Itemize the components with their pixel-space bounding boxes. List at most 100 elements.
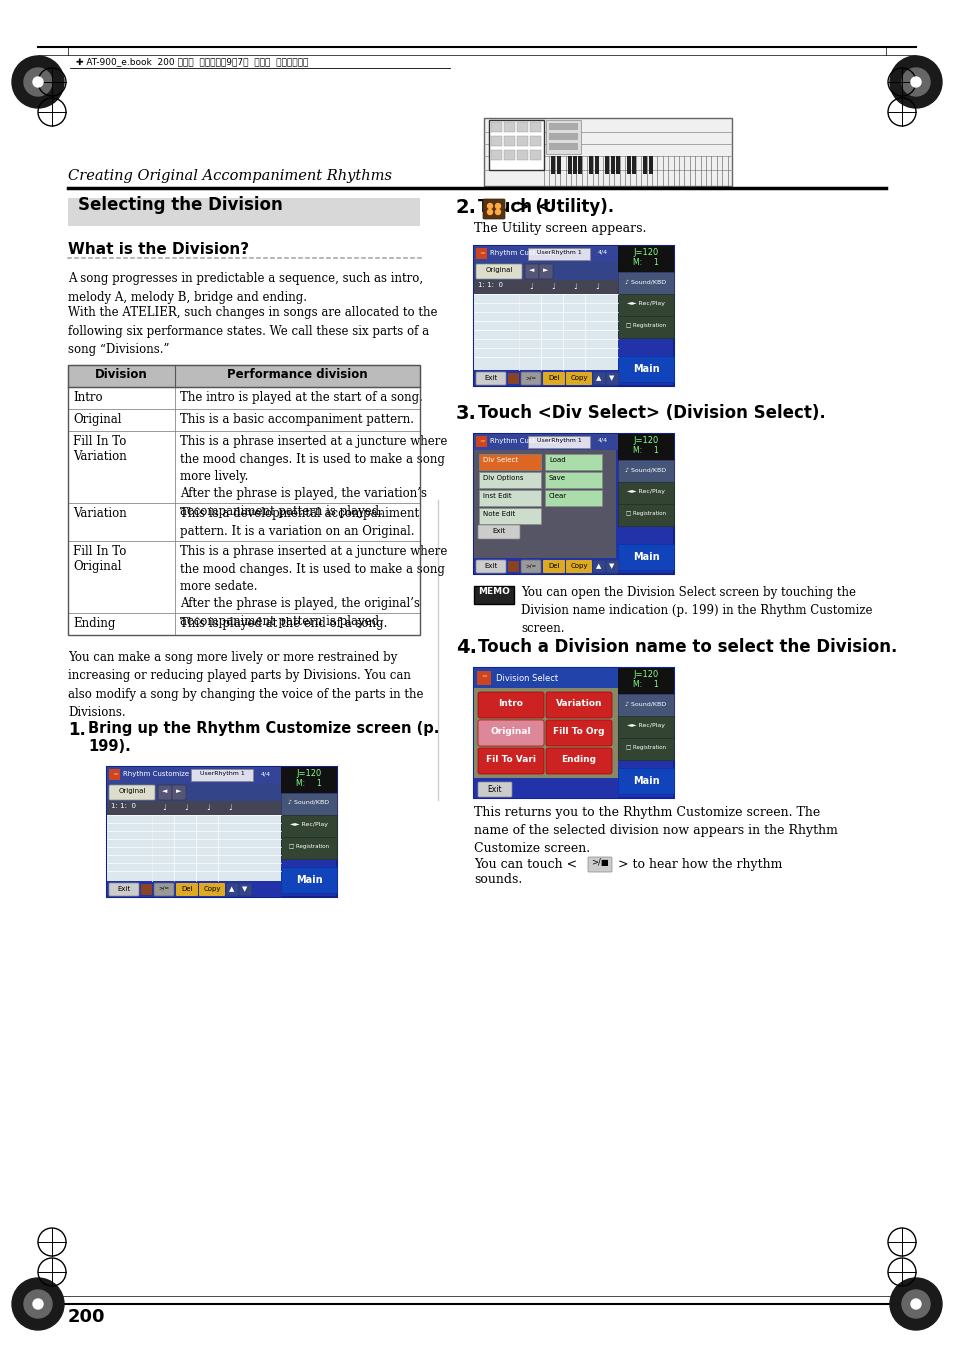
Bar bbox=[107, 784, 281, 801]
Text: Exit: Exit bbox=[484, 563, 497, 569]
Text: M:     1: M: 1 bbox=[295, 780, 321, 788]
Circle shape bbox=[910, 1300, 920, 1309]
FancyBboxPatch shape bbox=[199, 884, 225, 896]
Text: Intro: Intro bbox=[73, 390, 103, 404]
Text: Copy: Copy bbox=[570, 376, 587, 381]
Text: Division Select: Division Select bbox=[496, 674, 558, 684]
Bar bbox=[281, 867, 336, 893]
FancyBboxPatch shape bbox=[605, 561, 618, 573]
Bar bbox=[474, 295, 618, 370]
Bar bbox=[474, 280, 618, 295]
Bar bbox=[491, 150, 501, 159]
Text: >/=: >/= bbox=[158, 886, 170, 892]
FancyBboxPatch shape bbox=[158, 785, 172, 800]
Bar bbox=[618, 357, 673, 382]
Text: > (Utility).: > (Utility). bbox=[510, 199, 614, 216]
FancyBboxPatch shape bbox=[593, 372, 605, 385]
Text: ►: ► bbox=[543, 267, 548, 273]
Text: Fill In To
Original: Fill In To Original bbox=[73, 544, 126, 573]
FancyBboxPatch shape bbox=[478, 471, 540, 488]
Text: 4/4: 4/4 bbox=[598, 250, 607, 255]
Text: >/■: >/■ bbox=[591, 858, 608, 867]
Bar bbox=[618, 482, 673, 504]
Text: Original: Original bbox=[490, 727, 531, 736]
Text: ♪ Sound/KBD: ♪ Sound/KBD bbox=[625, 701, 666, 707]
Text: Div Options: Div Options bbox=[482, 476, 523, 481]
Bar bbox=[548, 143, 578, 150]
Text: ◄: ◄ bbox=[529, 267, 534, 273]
Text: 200: 200 bbox=[68, 1308, 106, 1325]
Bar bbox=[68, 409, 419, 431]
Bar bbox=[530, 122, 540, 132]
Text: >/=: >/= bbox=[525, 563, 536, 567]
Bar bbox=[474, 667, 673, 798]
Text: 4/4: 4/4 bbox=[598, 438, 607, 443]
Bar bbox=[618, 767, 673, 794]
Bar bbox=[474, 688, 618, 778]
Bar bbox=[68, 365, 419, 635]
FancyBboxPatch shape bbox=[478, 490, 540, 507]
FancyBboxPatch shape bbox=[545, 748, 612, 774]
Bar bbox=[503, 122, 515, 132]
Text: M:     1: M: 1 bbox=[633, 446, 659, 455]
Text: Del: Del bbox=[548, 563, 559, 569]
Text: Ending: Ending bbox=[561, 755, 596, 765]
Text: Main: Main bbox=[632, 363, 659, 374]
Text: =: = bbox=[112, 771, 118, 777]
Bar bbox=[68, 431, 419, 503]
Text: ♪ Sound/KBD: ♪ Sound/KBD bbox=[625, 467, 666, 471]
Text: ✚ AT-900_e.book  200 ページ  ２００７年9月7日  金曜日  午前８４３分: ✚ AT-900_e.book 200 ページ ２００７年9月7日 金曜日 午前… bbox=[76, 58, 308, 66]
Text: ▲: ▲ bbox=[229, 886, 234, 892]
Bar bbox=[618, 434, 673, 459]
Circle shape bbox=[495, 204, 500, 208]
Text: ◄: ◄ bbox=[162, 788, 168, 794]
Bar bbox=[474, 370, 618, 386]
Text: 1.: 1. bbox=[68, 721, 86, 739]
Bar bbox=[573, 155, 577, 174]
Circle shape bbox=[901, 1290, 929, 1319]
Circle shape bbox=[487, 204, 492, 208]
Text: > to hear how the rhythm: > to hear how the rhythm bbox=[614, 858, 781, 871]
FancyBboxPatch shape bbox=[524, 263, 538, 280]
Text: MEMO: MEMO bbox=[477, 586, 510, 596]
Text: ♪ Sound/KBD: ♪ Sound/KBD bbox=[288, 800, 329, 805]
Bar bbox=[503, 136, 515, 146]
FancyBboxPatch shape bbox=[545, 692, 612, 717]
Text: Main: Main bbox=[295, 875, 322, 885]
Bar bbox=[107, 801, 281, 815]
Bar bbox=[626, 155, 630, 174]
FancyBboxPatch shape bbox=[191, 769, 253, 781]
Bar bbox=[578, 155, 581, 174]
Bar bbox=[281, 767, 336, 793]
Text: Main: Main bbox=[632, 553, 659, 562]
Text: Del: Del bbox=[548, 376, 559, 381]
Bar bbox=[68, 503, 419, 540]
FancyBboxPatch shape bbox=[527, 249, 589, 259]
Text: Rhythm Customize: Rhythm Customize bbox=[123, 771, 189, 777]
Bar bbox=[476, 671, 491, 685]
Text: Variation: Variation bbox=[556, 698, 601, 708]
FancyBboxPatch shape bbox=[545, 720, 612, 746]
Text: sounds.: sounds. bbox=[474, 873, 521, 886]
Bar bbox=[618, 667, 673, 694]
Text: M:     1: M: 1 bbox=[633, 680, 659, 689]
Text: ♩: ♩ bbox=[595, 282, 598, 290]
Bar bbox=[68, 613, 419, 635]
Text: UserRhythm 1: UserRhythm 1 bbox=[536, 438, 580, 443]
FancyBboxPatch shape bbox=[477, 526, 519, 539]
Bar bbox=[618, 246, 673, 272]
Text: Div Select: Div Select bbox=[482, 457, 517, 463]
Text: 4.: 4. bbox=[456, 638, 476, 657]
FancyBboxPatch shape bbox=[239, 884, 252, 896]
Bar bbox=[548, 123, 578, 130]
FancyBboxPatch shape bbox=[172, 785, 186, 800]
Circle shape bbox=[12, 55, 64, 108]
Bar bbox=[648, 155, 652, 174]
FancyBboxPatch shape bbox=[476, 263, 521, 280]
Bar bbox=[107, 767, 336, 897]
Text: Original: Original bbox=[485, 267, 512, 273]
Text: ◄► Rec/Play: ◄► Rec/Play bbox=[290, 821, 328, 827]
FancyBboxPatch shape bbox=[544, 454, 601, 470]
Bar bbox=[491, 122, 501, 132]
Text: ▼: ▼ bbox=[609, 376, 614, 381]
